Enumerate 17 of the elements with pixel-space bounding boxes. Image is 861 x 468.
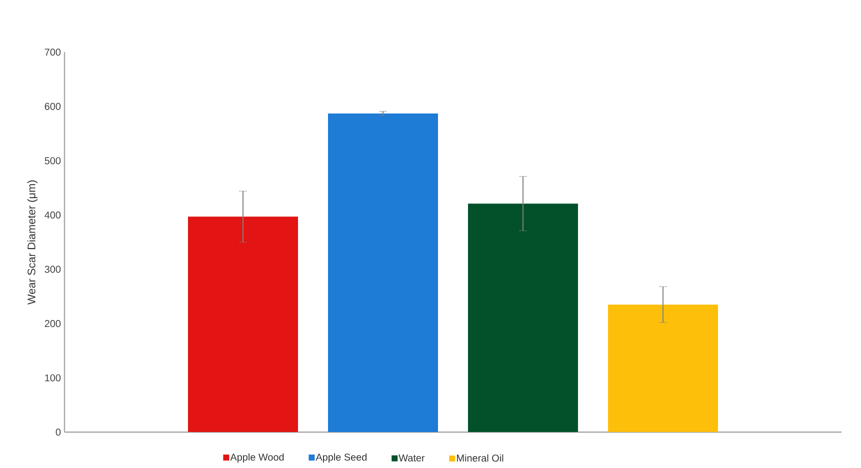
y-axis-title: Wear Scar Diameter (μm): [27, 180, 38, 305]
legend-label: Water: [398, 454, 425, 462]
y-tick-label: 0: [56, 428, 61, 436]
y-tick-label: 100: [45, 374, 61, 382]
bar: [328, 114, 438, 432]
y-tick-label: 400: [44, 211, 61, 219]
y-tick-label: 600: [44, 102, 61, 110]
legend-label: Mineral Oil: [457, 454, 504, 462]
legend-label: Apple Wood: [230, 453, 284, 463]
legend-label: Apple Seed: [316, 453, 367, 463]
bar: [188, 216, 298, 432]
y-tick-label: 500: [44, 157, 61, 164]
bar: [608, 304, 718, 432]
y-tick-label: 300: [44, 266, 61, 273]
y-tick-label: 200: [44, 320, 61, 328]
y-tick-label: 700: [44, 48, 61, 56]
bar: [468, 204, 578, 432]
